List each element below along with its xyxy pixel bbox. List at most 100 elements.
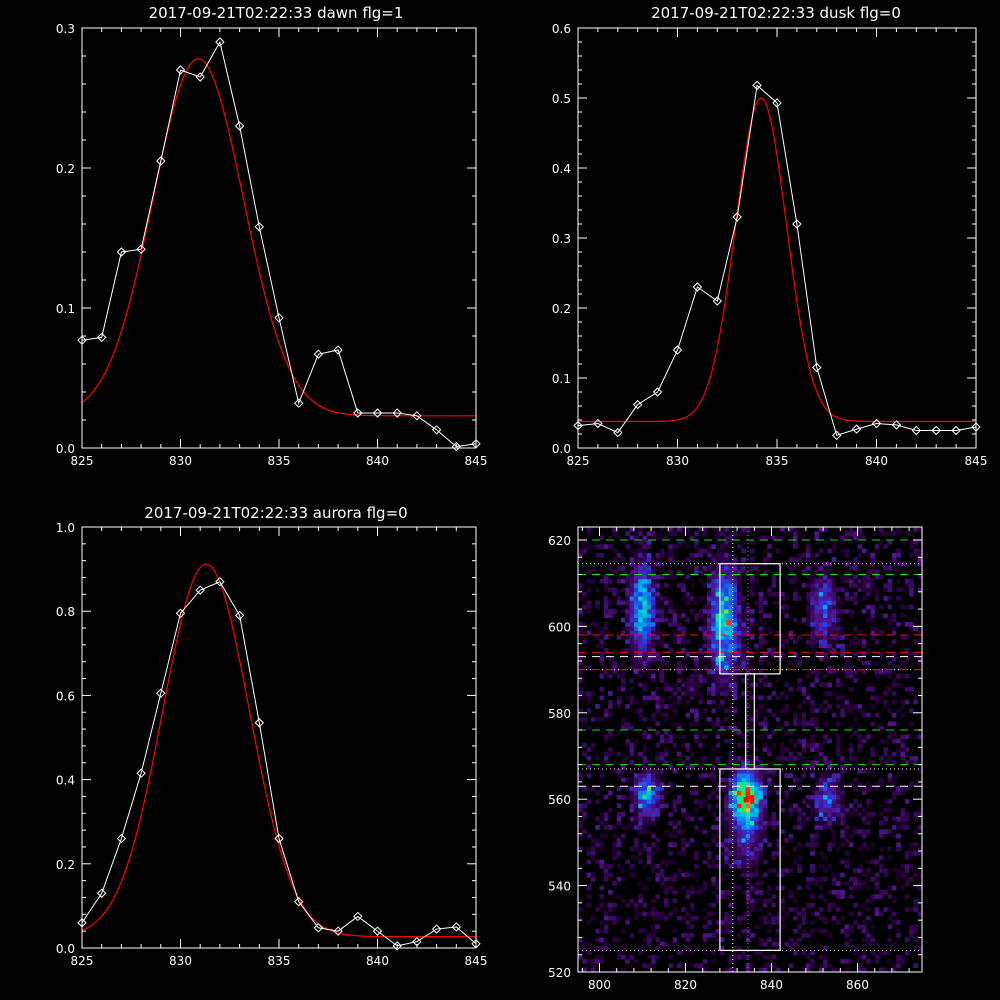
heatmap-pixel [599,842,605,848]
heatmap-pixel [685,924,691,930]
heatmap-pixel [784,613,789,619]
heatmap-pixel [831,876,837,882]
heatmap-pixel [762,656,768,662]
heatmap-pixel [767,734,772,739]
heatmap-pixel [844,807,850,813]
heatmap-pixel [840,786,845,791]
heatmap-pixel [595,704,600,709]
heatmap-pixel [638,544,643,549]
heatmap-pixel [694,691,699,696]
heatmap-pixel [612,842,617,848]
heatmap-pixel [904,881,910,886]
heatmap-pixel [724,799,729,804]
heatmap-pixel [728,902,734,908]
heatmap-pixel [853,885,858,891]
heatmap-pixel [689,764,695,770]
heatmap-pixel [887,937,893,943]
heatmap-pixel [853,946,858,951]
heatmap-pixel [685,600,691,606]
heatmap-pixel [707,863,712,869]
heatmap-pixel [612,669,617,675]
heatmap-pixel [664,859,669,865]
heatmap-pixel [711,669,716,675]
heatmap-pixel [646,695,652,701]
heatmap-pixel [780,527,785,532]
heatmap-pixel [732,617,738,623]
heatmap-pixel [805,609,811,614]
heatmap-pixel [616,699,622,705]
heatmap-pixel [612,660,617,666]
heatmap-pixel [603,622,609,627]
heatmap-pixel [681,950,686,956]
heatmap-pixel [616,876,622,882]
heatmap-pixel [917,734,923,739]
heatmap-pixel [883,704,888,709]
heatmap-pixel [797,885,802,891]
heatmap-pixel [793,846,798,852]
heatmap-pixel [681,613,686,619]
heatmap-pixel [715,565,721,571]
heatmap-pixel [814,786,820,791]
heatmap-pixel [818,643,824,649]
heatmap-pixel [724,643,729,649]
heatmap-pixel [672,859,678,865]
heatmap-pixel [896,552,901,558]
heatmap-pixel [767,708,772,714]
heatmap-pixel [745,570,751,575]
heatmap-pixel [633,807,639,813]
heatmap-pixel [767,790,772,796]
heatmap-pixel [866,686,871,692]
heatmap-pixel [861,660,867,666]
heatmap-pixel [578,807,583,813]
heatmap-pixel [827,639,832,644]
heatmap-pixel [616,794,622,800]
heatmap-pixel [651,574,656,580]
heatmap-pixel [642,565,648,571]
heatmap-pixel [767,626,772,631]
heatmap-pixel [913,907,918,912]
heatmap-pixel [848,937,854,943]
heatmap-pixel [904,734,910,739]
heatmap-pixel [724,682,729,688]
heatmap-pixel [715,863,721,869]
heatmap-pixel [917,851,923,856]
heatmap-pixel [874,786,880,791]
heatmap-pixel [655,600,660,606]
heatmap-pixel [797,911,802,917]
heatmap-pixel [707,656,712,662]
heatmap-pixel [732,863,738,869]
heatmap-pixel [913,928,918,934]
heatmap-pixel [883,950,888,956]
heatmap-pixel [887,829,893,835]
dawn-plot-data-line [82,40,476,448]
aurora-plot-data-point [215,577,225,587]
heatmap-pixel [603,946,609,951]
heatmap-pixel [874,591,880,597]
heatmap-pixel [698,682,703,688]
heatmap-pixel [724,872,729,878]
heatmap-pixel [831,799,837,804]
heatmap-pixel [578,656,583,662]
heatmap-pixel [896,578,901,584]
heatmap-pixel [638,794,643,800]
heatmap-pixel [694,617,699,623]
heatmap-pixel [732,708,738,714]
heatmap-pixel [874,781,880,787]
heatmap-pixel [758,734,764,739]
heatmap-pixel [651,786,656,791]
heatmap-pixel [788,686,794,692]
heatmap-pixel [784,941,789,947]
heatmap-pixel [874,954,880,960]
heatmap-pixel [629,600,635,606]
heatmap-pixel [823,755,828,761]
heatmap-pixel [702,652,708,657]
heatmap-pixel [788,937,794,943]
dawn-plot-data-point [234,121,245,131]
heatmap-pixel [629,613,635,619]
heatmap-pixel [866,937,871,943]
heatmap-pixel [642,613,648,619]
heatmap-pixel [633,574,639,580]
heatmap-pixel [724,833,729,839]
heatmap-pixel [668,911,673,917]
heatmap-pixel [702,565,708,571]
